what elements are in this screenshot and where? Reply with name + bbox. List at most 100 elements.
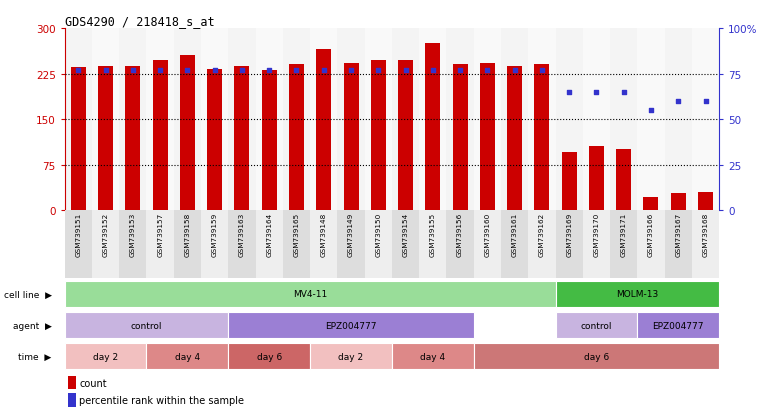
Text: day 2: day 2 xyxy=(93,352,118,361)
Bar xyxy=(562,153,577,211)
Point xyxy=(481,67,493,74)
Text: GSM739170: GSM739170 xyxy=(594,213,600,257)
Text: cell line  ▶: cell line ▶ xyxy=(4,290,52,299)
Bar xyxy=(473,343,719,369)
Bar xyxy=(556,211,583,279)
Bar xyxy=(638,211,664,279)
Text: GSM739154: GSM739154 xyxy=(403,213,409,257)
Bar xyxy=(419,29,447,211)
Bar xyxy=(473,29,501,211)
Text: GSM739155: GSM739155 xyxy=(430,213,436,257)
Point xyxy=(536,67,548,74)
Bar xyxy=(317,50,331,211)
Text: EPZ004777: EPZ004777 xyxy=(652,321,704,330)
Text: count: count xyxy=(79,378,107,388)
Point xyxy=(427,67,439,74)
Text: GSM739150: GSM739150 xyxy=(375,213,381,257)
Point xyxy=(345,67,357,74)
Text: GSM739160: GSM739160 xyxy=(484,213,490,257)
Bar xyxy=(638,29,664,211)
Bar xyxy=(692,29,719,211)
Bar xyxy=(392,29,419,211)
Bar xyxy=(234,67,250,211)
Text: GSM739149: GSM739149 xyxy=(348,213,354,257)
Bar xyxy=(556,29,583,211)
Bar xyxy=(583,211,610,279)
Bar xyxy=(65,343,146,369)
Bar xyxy=(207,70,222,211)
Bar xyxy=(501,29,528,211)
Point xyxy=(400,67,412,74)
Bar xyxy=(201,29,228,211)
Text: GDS4290 / 218418_s_at: GDS4290 / 218418_s_at xyxy=(65,15,215,28)
Point xyxy=(563,89,575,96)
Point xyxy=(699,98,712,105)
Point xyxy=(100,67,112,74)
Bar xyxy=(283,29,310,211)
Bar xyxy=(228,29,256,211)
Bar xyxy=(419,211,447,279)
Bar xyxy=(343,64,358,211)
Bar xyxy=(256,211,283,279)
Text: GSM739152: GSM739152 xyxy=(103,213,109,257)
Point xyxy=(209,67,221,74)
Bar xyxy=(453,65,467,211)
Bar xyxy=(201,211,228,279)
Bar xyxy=(180,56,195,211)
Bar xyxy=(65,211,92,279)
Text: agent  ▶: agent ▶ xyxy=(13,321,52,330)
Text: GSM739171: GSM739171 xyxy=(621,213,627,257)
Text: day 2: day 2 xyxy=(339,352,364,361)
Bar xyxy=(664,29,692,211)
Bar xyxy=(98,67,113,211)
Point xyxy=(181,67,193,74)
Bar xyxy=(228,312,473,338)
Point xyxy=(317,67,330,74)
Text: GSM739167: GSM739167 xyxy=(675,213,681,257)
Bar xyxy=(638,312,719,338)
Bar xyxy=(92,29,119,211)
Point xyxy=(236,67,248,74)
Bar xyxy=(68,376,76,389)
Bar xyxy=(392,211,419,279)
Text: MOLM-13: MOLM-13 xyxy=(616,290,658,299)
Bar xyxy=(528,29,556,211)
Text: control: control xyxy=(581,321,612,330)
Bar xyxy=(289,65,304,211)
Bar xyxy=(447,211,473,279)
Text: GSM739148: GSM739148 xyxy=(320,213,326,257)
Bar xyxy=(670,194,686,211)
Text: day 4: day 4 xyxy=(420,352,445,361)
Bar xyxy=(616,150,631,211)
Bar xyxy=(392,343,473,369)
Bar xyxy=(365,211,392,279)
Text: EPZ004777: EPZ004777 xyxy=(325,321,377,330)
Bar xyxy=(534,65,549,211)
Bar xyxy=(664,211,692,279)
Bar xyxy=(556,312,638,338)
Text: day 6: day 6 xyxy=(256,352,282,361)
Bar xyxy=(371,60,386,211)
Text: GSM739157: GSM739157 xyxy=(157,213,163,257)
Text: GSM739164: GSM739164 xyxy=(266,213,272,257)
Text: GSM739158: GSM739158 xyxy=(184,213,190,257)
Bar xyxy=(398,60,413,211)
Bar xyxy=(528,211,556,279)
Text: GSM739156: GSM739156 xyxy=(457,213,463,257)
Text: GSM739151: GSM739151 xyxy=(75,213,81,257)
Point xyxy=(72,67,84,74)
Bar xyxy=(425,44,441,211)
Bar xyxy=(174,211,201,279)
Bar xyxy=(507,66,522,211)
Bar xyxy=(228,211,256,279)
Bar xyxy=(583,29,610,211)
Text: GSM739161: GSM739161 xyxy=(511,213,517,257)
Point xyxy=(154,67,166,74)
Bar xyxy=(262,71,277,211)
Bar xyxy=(174,29,201,211)
Bar xyxy=(228,343,310,369)
Text: GSM739169: GSM739169 xyxy=(566,213,572,257)
Text: control: control xyxy=(131,321,162,330)
Point xyxy=(618,89,630,96)
Bar xyxy=(256,29,283,211)
